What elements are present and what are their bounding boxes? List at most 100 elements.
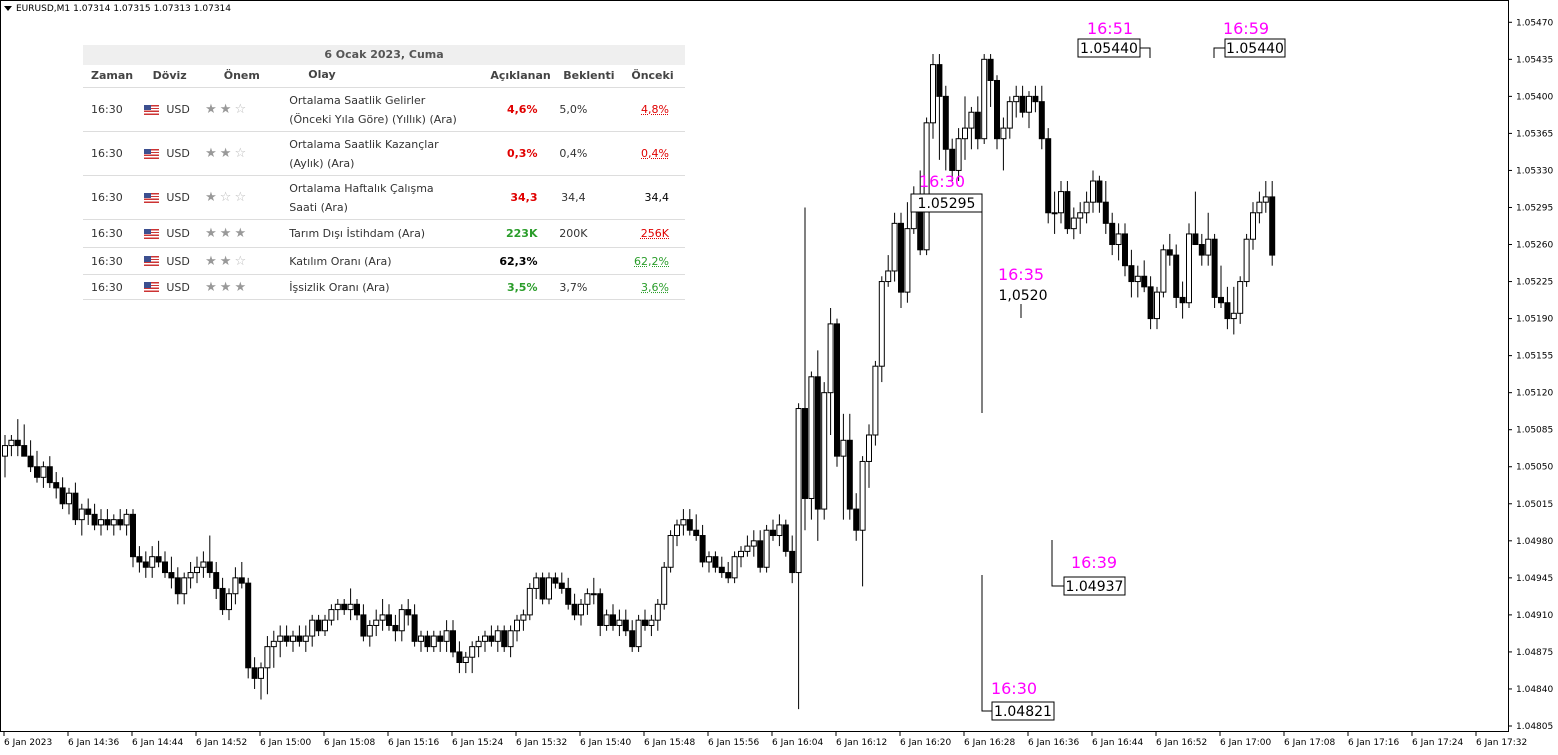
candle-body <box>763 529 770 568</box>
event-previous: 62,2% <box>634 254 669 268</box>
col-actual: Açıklanan <box>490 69 551 82</box>
candle-body <box>648 619 655 626</box>
candle-body <box>744 545 751 552</box>
candle-body <box>213 572 220 589</box>
candle-body <box>482 635 488 642</box>
candle-body <box>680 519 687 526</box>
y-tick-label: 1.05085 <box>1516 426 1553 436</box>
open-price: 1.07314 <box>73 4 111 14</box>
candle-body <box>578 603 584 616</box>
x-tick-label: 6 Jan 15:24 <box>452 738 504 748</box>
event-time: 16:30 <box>91 280 123 294</box>
currency-code: USD <box>166 254 190 268</box>
candle-body <box>14 439 21 447</box>
candle-body <box>674 524 680 537</box>
candle-body <box>981 58 988 140</box>
candle-body <box>1198 244 1205 256</box>
candle-body <box>123 513 130 526</box>
high-price: 1.07315 <box>113 4 151 14</box>
importance-stars: ★ ★ ☆ <box>205 102 281 117</box>
candle-body <box>1205 238 1212 256</box>
candle-body <box>386 614 392 626</box>
candle-body <box>232 577 239 595</box>
candle-body <box>821 392 828 510</box>
candle-body <box>59 487 66 505</box>
event-actual: 4,6% <box>506 103 538 116</box>
economic-calendar: 6 Ocak 2023, Cuma Zaman Döviz Önem Olay … <box>83 45 685 300</box>
candle-body <box>155 556 162 563</box>
candle-body <box>514 619 520 632</box>
x-tick-label: 6 Jan 15:56 <box>708 738 760 748</box>
candle-body <box>738 550 744 558</box>
importance-stars: ★ ☆ ☆ <box>205 190 281 205</box>
x-tick-label: 6 Jan 16:20 <box>900 738 952 748</box>
event-name: Ortalama Saatlik Gelirler (Önceki Yıla G… <box>289 93 457 126</box>
candles-group <box>2 54 1276 710</box>
x-tick-label: 6 Jan 14:52 <box>196 738 247 748</box>
symbol-header: EURUSD,M1 1.07314 1.07315 1.07313 1.07314 <box>4 4 234 14</box>
candle-body <box>78 508 85 521</box>
x-axis: 6 Jan 2023 6 Jan 14:36 6 Jan 14:44 6 Jan 14… <box>3 732 1527 748</box>
candle-body <box>1077 212 1084 219</box>
candle-body <box>98 519 104 526</box>
candle-body <box>373 619 380 626</box>
candle-body <box>322 619 328 632</box>
candle-body <box>1243 238 1250 283</box>
dropdown-triangle-icon[interactable] <box>4 6 12 11</box>
star-icon: ☆ <box>219 190 232 205</box>
candle-body <box>309 619 316 637</box>
candle-body <box>693 529 700 537</box>
candle-body <box>258 667 264 679</box>
event-forecast: 200K <box>559 227 588 240</box>
x-tick-label: 6 Jan 17:16 <box>1348 738 1400 748</box>
candle-body <box>398 609 405 632</box>
event-currency: USD <box>142 227 205 240</box>
candle-body <box>712 556 719 568</box>
candle-body <box>834 323 840 457</box>
importance-stars: ★ ★ ☆ <box>205 146 281 161</box>
candle-body <box>731 556 738 579</box>
annotation-time: 16:51 <box>1087 19 1133 38</box>
candle-body <box>930 64 936 124</box>
candle-body <box>622 619 629 632</box>
event-name: Tarım Dışı İstihdam (Ara) <box>289 227 426 240</box>
candle-body <box>866 434 872 462</box>
candle-body <box>750 540 757 547</box>
annotation-time: 16:30 <box>991 679 1037 698</box>
candle-body <box>181 577 188 595</box>
us-flag-icon <box>144 192 160 203</box>
candle-body <box>1006 101 1013 129</box>
candle-body <box>437 635 444 642</box>
candle-body <box>174 577 181 595</box>
candle-body <box>360 614 367 637</box>
annotation-price: 1.04821 <box>994 704 1052 720</box>
currency-code: USD <box>166 227 190 240</box>
candle-body <box>1154 291 1160 320</box>
candle-body <box>667 535 674 568</box>
candle-body <box>686 519 693 531</box>
star-icon: ★ <box>219 102 232 117</box>
candle-body <box>859 460 866 531</box>
candle-body <box>302 635 309 642</box>
event-actual: 3,5% <box>506 280 538 294</box>
y-axis: 1.05470 1.05435 1.05400 1.05365 1.05330 1.052… <box>1508 18 1553 732</box>
candle-body <box>878 281 885 367</box>
candle-body <box>885 270 892 283</box>
candle-body <box>872 365 879 436</box>
x-tick-label: 6 Jan 2023 <box>4 738 52 748</box>
y-tick-label: 1.05295 <box>1516 203 1553 213</box>
y-tick-label: 1.05365 <box>1516 129 1553 139</box>
candle-body <box>315 619 322 632</box>
currency-code: USD <box>166 103 190 116</box>
candle-body <box>1096 180 1103 203</box>
event-name: Ortalama Saatlik Kazançlar (Aylık) (Ara) <box>289 137 439 170</box>
event-previous: 3,6% <box>641 280 669 294</box>
candle-body <box>539 577 546 600</box>
event-actual: 62,3% <box>499 254 538 268</box>
star-icon: ★ <box>205 190 217 205</box>
annotation-time: 16:39 <box>1071 553 1117 572</box>
event-currency: USD <box>142 147 205 160</box>
candle-body <box>1179 296 1186 304</box>
candle-body <box>354 603 360 616</box>
x-tick-label: 6 Jan 17:08 <box>1284 738 1336 748</box>
